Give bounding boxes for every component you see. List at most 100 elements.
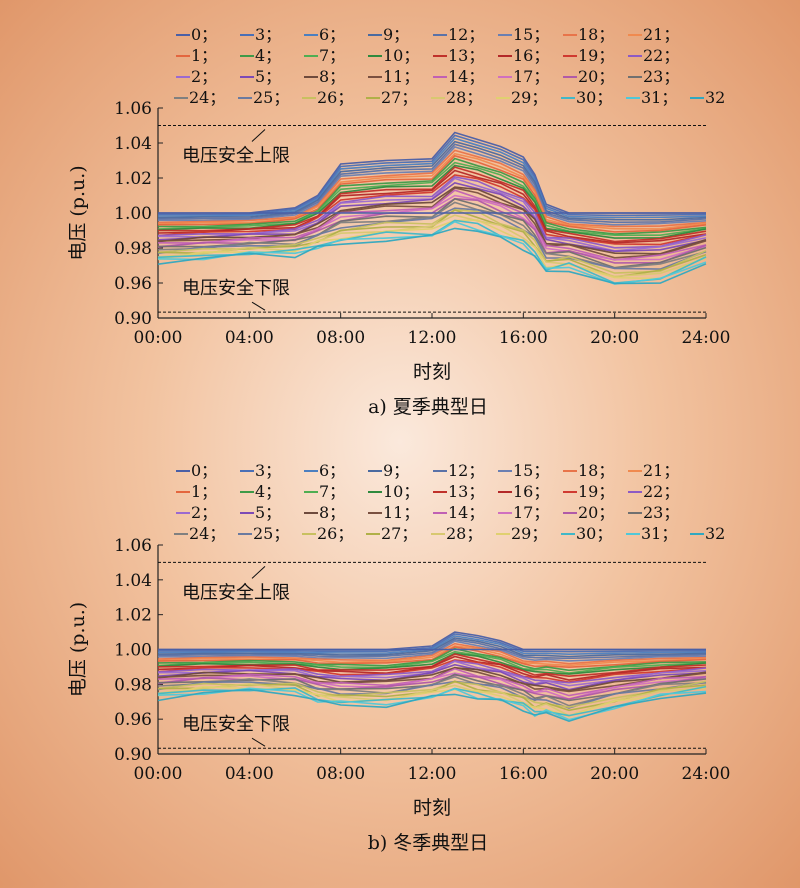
legend-label: 16； <box>513 482 549 501</box>
lower-limit-label: 电压安全下限 <box>182 714 290 735</box>
series-line <box>157 145 707 226</box>
series-line <box>157 642 707 665</box>
legend: 0； 3； 6； 9； 12； 15； 18； 21； 1； 4； 7； 10； 13； 16； 19； 22… <box>174 461 725 543</box>
chart-caption: a) 夏季典型日 <box>368 396 488 418</box>
legend-label: 27； <box>381 88 417 107</box>
legend-label: 14； <box>448 67 484 86</box>
legend-label: 19； <box>578 482 614 501</box>
legend-label: 1； <box>191 46 217 65</box>
chart-winter: 0； 3； 6； 9； 12； 15； 18； 21； 1； 4； 7； 10； 13； 16； 19； 22… <box>67 461 731 854</box>
legend-label: 22； <box>643 482 679 501</box>
legend-label: 18； <box>578 25 614 44</box>
series-line <box>157 638 707 660</box>
series-line <box>157 220 707 285</box>
x-axis-label: 时刻 <box>413 361 451 383</box>
legend-label: 8； <box>319 503 345 522</box>
legend-label: 8； <box>319 67 345 86</box>
series-line <box>157 666 707 693</box>
legend-label: 25； <box>253 524 289 543</box>
series-line <box>157 164 707 239</box>
x-tick-label: 08:00 <box>316 764 365 784</box>
legend-label: 4； <box>255 482 281 501</box>
legend-label: 5； <box>255 67 281 86</box>
series-line <box>157 647 707 672</box>
legend-label: 28； <box>446 88 482 107</box>
series-line <box>157 208 707 274</box>
chart-caption: b) 冬季典型日 <box>368 832 489 854</box>
legend-label: 1； <box>191 482 217 501</box>
legend-label: 32 <box>705 88 725 107</box>
legend-label: 14； <box>448 503 484 522</box>
legend-label: 6； <box>319 25 345 44</box>
legend-label: 27； <box>381 524 417 543</box>
series-line <box>157 652 707 675</box>
series-group <box>157 631 707 723</box>
y-axis-label: 电压 (p.u.) <box>67 602 89 697</box>
x-tick-label: 24:00 <box>682 328 731 348</box>
legend-label: 31； <box>641 88 677 107</box>
x-tick-label: 04:00 <box>225 764 274 784</box>
y-tick-label: 1.02 <box>114 169 152 189</box>
series-line <box>157 227 707 285</box>
series-line <box>157 660 707 687</box>
legend-label: 30； <box>576 524 612 543</box>
legend-label: 10； <box>383 482 419 501</box>
series-line <box>157 149 707 228</box>
legend-label: 7； <box>319 482 345 501</box>
legend-label: 24； <box>189 524 225 543</box>
series-line <box>157 653 707 678</box>
legend-label: 20； <box>578 503 614 522</box>
legend-label: 26； <box>317 88 353 107</box>
x-tick-label: 20:00 <box>590 764 639 784</box>
legend-label: 5； <box>255 503 281 522</box>
legend-label: 32 <box>705 524 725 543</box>
series-line <box>157 176 707 249</box>
y-tick-label: 0.98 <box>114 675 152 695</box>
legend-label: 11； <box>383 503 419 522</box>
x-tick-label: 12:00 <box>408 328 457 348</box>
legend-label: 22； <box>643 46 679 65</box>
legend-label: 23； <box>643 503 679 522</box>
series-line <box>157 219 707 284</box>
x-tick-label: 16:00 <box>499 764 548 784</box>
series-line <box>157 177 707 252</box>
legend-label: 2； <box>191 67 217 86</box>
x-tick-label: 08:00 <box>316 328 365 348</box>
y-tick-label: 1.00 <box>114 204 152 224</box>
legend-label: 10； <box>383 46 419 65</box>
x-tick-label: 12:00 <box>408 764 457 784</box>
x-tick-label: 24:00 <box>682 764 731 784</box>
upper-limit-label: 电压安全上限 <box>182 146 290 167</box>
legend-label: 18； <box>578 461 614 480</box>
y-tick-label: 0.96 <box>114 274 152 294</box>
x-tick-label: 04:00 <box>225 328 274 348</box>
legend: 0； 3； 6； 9； 12； 15； 18； 21； 1； 4； 7； 10； 13； 16； 19； 22… <box>174 25 725 107</box>
series-line <box>157 169 707 244</box>
y-tick-label: 1.06 <box>114 536 152 556</box>
legend-label: 28； <box>446 524 482 543</box>
series-line <box>157 680 707 712</box>
upper-limit-leader <box>251 129 266 142</box>
legend-label: 15； <box>513 461 549 480</box>
legend-label: 19； <box>578 46 614 65</box>
x-tick-label: 16:00 <box>499 328 548 348</box>
y-tick-label: 1.04 <box>114 571 152 591</box>
legend-label: 7； <box>319 46 345 65</box>
legend-label: 12； <box>448 25 484 44</box>
legend-label: 3； <box>255 461 281 480</box>
y-tick-label: 0.96 <box>114 710 152 730</box>
legend-label: 2； <box>191 503 217 522</box>
legend-label: 6； <box>319 461 345 480</box>
x-tick-label: 20:00 <box>590 328 639 348</box>
series-line <box>157 137 707 219</box>
series-line <box>157 635 707 656</box>
y-tick-label: 0.98 <box>114 239 152 259</box>
legend-label: 4； <box>255 46 281 65</box>
y-tick-label: 0.90 <box>114 745 152 765</box>
upper-limit-label: 电压安全上限 <box>182 582 290 603</box>
legend-label: 13； <box>448 482 484 501</box>
legend-label: 17； <box>513 67 549 86</box>
legend-label: 12； <box>448 461 484 480</box>
